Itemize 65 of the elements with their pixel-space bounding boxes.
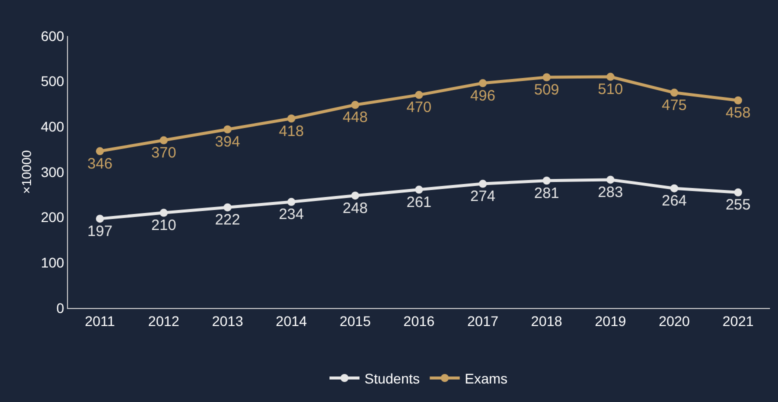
data-label: 370	[151, 144, 176, 162]
x-tick-label: 2019	[594, 312, 626, 329]
data-label: 261	[406, 194, 432, 211]
data-label: 234	[278, 206, 304, 224]
point	[160, 136, 168, 144]
point	[478, 180, 487, 188]
y-tick-label: 200	[40, 209, 64, 226]
data-label: 346	[87, 155, 112, 172]
point	[478, 79, 487, 88]
data-label: 255	[726, 196, 751, 214]
point	[224, 125, 232, 134]
point	[542, 73, 551, 82]
data-label: 458	[726, 104, 751, 122]
point	[542, 176, 551, 185]
x-tick-label: 2021	[722, 312, 754, 329]
point	[96, 147, 104, 156]
data-label: 418	[278, 122, 304, 140]
point	[287, 114, 296, 123]
x-tick-label: 2013	[212, 312, 244, 329]
data-label: 274	[470, 188, 496, 206]
data-label: 470	[406, 99, 432, 116]
data-label: 283	[598, 184, 623, 201]
x-tick-label: 2015	[340, 312, 371, 329]
y-tick-label: 100	[40, 254, 64, 271]
x-tick-label: 2016	[403, 312, 435, 329]
legend-label: Exams	[464, 370, 508, 386]
point	[670, 88, 678, 97]
point	[351, 100, 360, 109]
y-tick-label: 600	[40, 28, 64, 44]
point	[606, 176, 614, 184]
point	[351, 192, 360, 200]
data-label: 448	[342, 109, 368, 126]
data-label: 248	[342, 200, 368, 217]
data-label: 496	[470, 87, 496, 104]
point	[224, 203, 232, 212]
y-tick-label: 0	[56, 300, 64, 316]
legend-label: Students	[364, 370, 420, 386]
point	[734, 188, 742, 196]
data-label: 475	[662, 96, 687, 114]
point	[606, 72, 614, 81]
y-axis-title: ×10000	[18, 150, 34, 194]
data-label: 264	[662, 192, 687, 210]
y-tick-label: 400	[40, 118, 64, 135]
data-label: 509	[534, 82, 560, 98]
x-tick-label: 2018	[531, 312, 562, 329]
x-tick-label: 2012	[148, 312, 180, 329]
point	[415, 186, 423, 194]
point	[160, 208, 168, 217]
point	[96, 214, 104, 223]
y-tick-label: 300	[40, 164, 64, 180]
point	[734, 96, 742, 104]
data-label: 281	[534, 184, 560, 202]
data-label: 210	[151, 217, 176, 234]
x-tick-label: 2011	[84, 312, 116, 329]
data-label: 394	[215, 134, 240, 151]
y-tick-label: 500	[40, 73, 64, 90]
point	[670, 184, 678, 192]
data-label: 197	[87, 222, 112, 240]
data-label: 222	[215, 212, 240, 229]
x-tick-label: 2014	[276, 312, 308, 329]
x-tick-label: 2017	[467, 312, 499, 329]
data-label: 510	[598, 81, 623, 98]
point	[287, 198, 296, 206]
point	[415, 90, 423, 99]
x-tick-label: 2020	[658, 312, 690, 329]
